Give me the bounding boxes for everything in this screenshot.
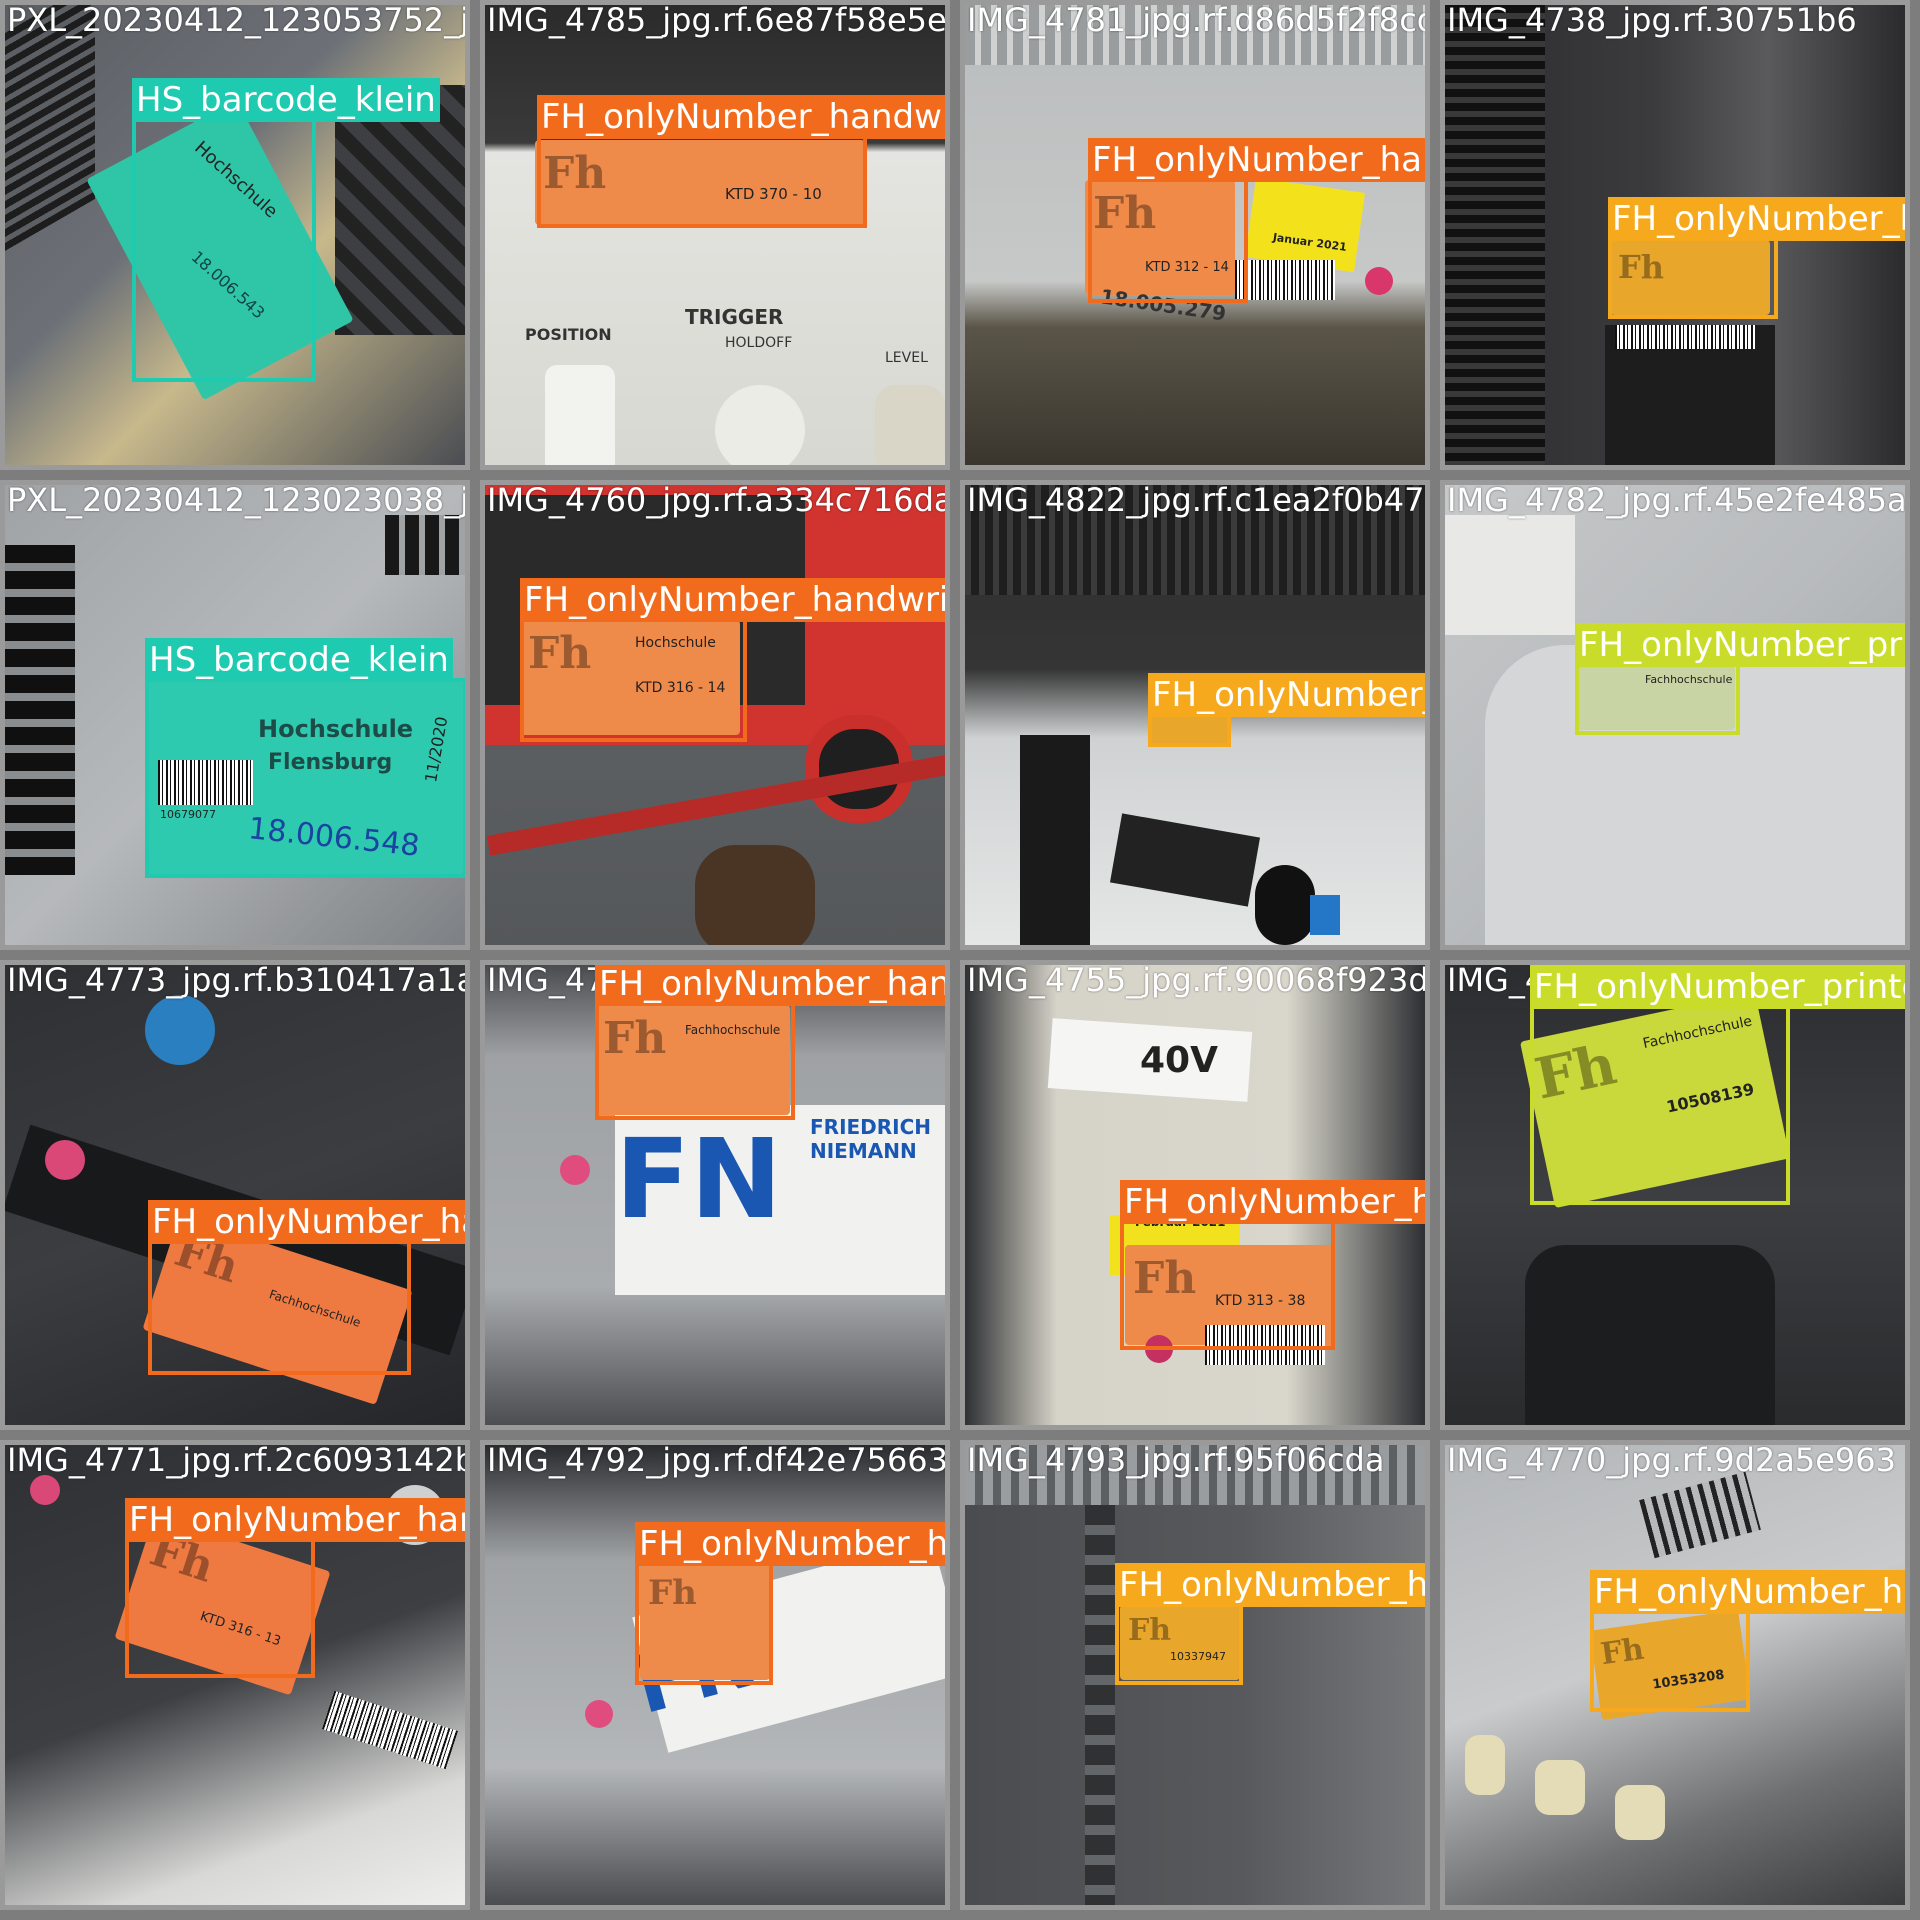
detection-box: FH_onlyNumber_handwritten_KTD_nummer xyxy=(520,578,945,742)
tile-14: FN Fh IMG_4792_jpg.rf.df42e75663f FH_onl… xyxy=(480,1440,950,1910)
tile-filename: IMG_4773_jpg.rf.b310417a1a xyxy=(7,961,470,999)
detection-box: FH_onlyNumber_handwritten_normalNumber xyxy=(1608,197,1905,319)
tile-10: FN FRIEDRICH NIEMANN Fh Fachhochschule I… xyxy=(480,960,950,1430)
detection-box: FH_onlyNumber_handwritten_KTD_nummer xyxy=(635,1522,945,1685)
detection-box: HS_barcode_klein xyxy=(145,638,465,878)
tile-filename: IMG_4782_jpg.rf.45e2fe485a xyxy=(1447,481,1907,519)
detection-label: HS_barcode_klein xyxy=(145,638,453,682)
tile-filename: IMG_4793_jpg.rf.95f06cda xyxy=(967,1441,1385,1479)
detection-label: FH_onlyNumber_handwritten_KTD_nummer xyxy=(148,1200,465,1244)
tile-6: Fh Hochschule KTD 316 - 14 IMG_4760_jpg.… xyxy=(480,480,950,950)
detection-box: FH_onlyNumber_handwritten_KTD_nummer xyxy=(595,965,945,1120)
detection-box: FH_onlyNumber_handwritten_normalNumber xyxy=(1148,673,1425,747)
tile-12: Fh Fachhochschule 10508139 IMG_4802_jpg.… xyxy=(1440,960,1910,1430)
detection-label: FH_onlyNumber_handwritten_KTD_nummer xyxy=(1088,138,1425,182)
detection-box: FH_onlyNumber_handwritten_KTD_nummer xyxy=(1088,138,1425,303)
detection-label: FH_onlyNumber_handwritten_normalNumber xyxy=(1148,673,1425,717)
ktd-sticker: Fh Hochschule KTD 316 - 14 xyxy=(520,620,740,735)
detection-label: FH_onlyNumber_handwritten_KTD_nummer xyxy=(537,95,945,139)
detection-box: FH_onlyNumber_handwritten_KTD xyxy=(125,1498,465,1678)
detection-box: FH_onlyNumber_handwritten_KTD_nummer xyxy=(537,95,945,228)
tile-5: Hochschule Flensburg 10679077 18.006.548… xyxy=(0,480,470,950)
normal-sticker: Fh xyxy=(1610,240,1770,315)
tile-filename: IMG_4755_jpg.rf.90068f923da xyxy=(967,961,1430,999)
tile-filename: IMG_4781_jpg.rf.d86d5f2f8cdb79b xyxy=(967,1,1425,39)
tile-filename: IMG_4760_jpg.rf.a334c716da3 xyxy=(487,481,950,519)
detection-label: HS_barcode_klein xyxy=(132,78,440,122)
detection-label: FH_onlyNumber_handwritten_KTD_nummer xyxy=(1120,1180,1425,1224)
detection-label: FH_onlyNumber_printed_normalNumber xyxy=(1575,623,1905,667)
detection-label: FH_onlyNumber_printed_normalNumber xyxy=(1530,965,1905,1009)
detection-box: HS_barcode_klein xyxy=(132,78,440,382)
tile-9: Fh Fachhochschule IMG_4773_jpg.rf.b31041… xyxy=(0,960,470,1430)
tile-8: Fachhochschule IMG_4782_jpg.rf.45e2fe485… xyxy=(1440,480,1910,950)
detection-label: FH_onlyNumber_handwritten_normalNumber xyxy=(1115,1563,1425,1607)
barcode-sticker: Hochschule Flensburg 10679077 18.006.548… xyxy=(148,680,463,875)
detection-label: FH_onlyNumber_handwritten_normalNumber xyxy=(1608,197,1905,241)
ktd-sticker: Fh xyxy=(640,1565,770,1680)
detection-label: FH_onlyNumber_handwritten_KTD_nummer xyxy=(595,965,945,1006)
detection-label: FH_onlyNumber_handwritten_KTD_nummer xyxy=(520,578,945,622)
tile-4: Fh IMG_4738_jpg.rf.30751b6 FH_onlyNumber… xyxy=(1440,0,1910,470)
printed-sticker: Fachhochschule xyxy=(1575,665,1735,730)
tile-filename: IMG_4738_jpg.rf.30751b6 xyxy=(1447,1,1857,39)
tile-filename: PXL_20230412_123053752_jpg.rf.f1500c7206… xyxy=(7,1,470,39)
tile-11: 40V Februar 2021 Fh KTD 313 - 38 IMG_475… xyxy=(960,960,1430,1430)
barcode xyxy=(1235,260,1335,300)
tile-filename: IMG_4770_jpg.rf.9d2a5e963 xyxy=(1447,1441,1896,1479)
tile-13: Fh KTD 316 - 13 IMG_4771_jpg.rf.2c609314… xyxy=(0,1440,470,1910)
detection-box: FH_onlyNumber_printed_normalNumber xyxy=(1575,623,1905,735)
normal-sticker xyxy=(1150,715,1230,745)
barcode xyxy=(1205,1325,1325,1365)
tile-2: TRIGGER POSITION HOLDOFF LEVEL Fh KTD 37… xyxy=(480,0,950,470)
ktd-sticker: Fh Fachhochschule xyxy=(595,1005,790,1115)
tile-3: Fh KTD 312 - 14 Januar 2021 18.005.279 I… xyxy=(960,0,1430,470)
tile-1: Hochschule 18.006.543 PXL_20230412_12305… xyxy=(0,0,470,470)
tile-16: Fh 10353208 IMG_4770_jpg.rf.9d2a5e963 FH… xyxy=(1440,1440,1910,1910)
tile-15: Fh 10337947 IMG_4793_jpg.rf.95f06cda FH_… xyxy=(960,1440,1430,1910)
barcode xyxy=(1615,325,1755,349)
knob xyxy=(875,385,945,465)
ktd-sticker: Fh KTD 370 - 10 xyxy=(535,140,865,225)
tile-7: IMG_4822_jpg.rf.c1ea2f0b47b2f4 FH_onlyNu… xyxy=(960,480,1430,950)
knob xyxy=(715,385,805,465)
detection-label: FH_onlyNumber_handwritten_KTD_nummer xyxy=(635,1522,945,1566)
detection-box: FH_onlyNumber_handwritten_KTD_nummer xyxy=(1120,1180,1425,1350)
tile-filename: IMG_4792_jpg.rf.df42e75663f xyxy=(487,1441,950,1479)
detection-box: FH_onlyNumber_printed_normalNumber xyxy=(1530,965,1905,1205)
detection-label: FH_onlyNumber_handwritten_normalNumber xyxy=(1590,1570,1905,1614)
detection-box: FH_onlyNumber_handwritten_KTD_nummer xyxy=(148,1200,465,1375)
normal-sticker: Fh 10337947 xyxy=(1120,1605,1240,1680)
knob xyxy=(545,365,615,465)
tile-filename: IMG_4822_jpg.rf.c1ea2f0b47b2f4 xyxy=(967,481,1425,519)
tile-filename: IMG_4771_jpg.rf.2c6093142b xyxy=(7,1441,470,1479)
detection-box: FH_onlyNumber_handwritten_normalNumber xyxy=(1590,1570,1905,1712)
detection-box: FH_onlyNumber_handwritten_normalNumber xyxy=(1115,1563,1425,1685)
ktd-sticker: Fh KTD 312 - 14 xyxy=(1085,180,1235,295)
tile-filename: IMG_4785_jpg.rf.6e87f58e5efd95d2 xyxy=(487,1,947,39)
detection-label: FH_onlyNumber_handwritten_KTD xyxy=(125,1498,465,1542)
inspection-sticker: Januar 2021 xyxy=(1244,177,1366,273)
tile-filename: PXL_20230412_123023038_jpg.rf.fe34 xyxy=(7,481,470,519)
